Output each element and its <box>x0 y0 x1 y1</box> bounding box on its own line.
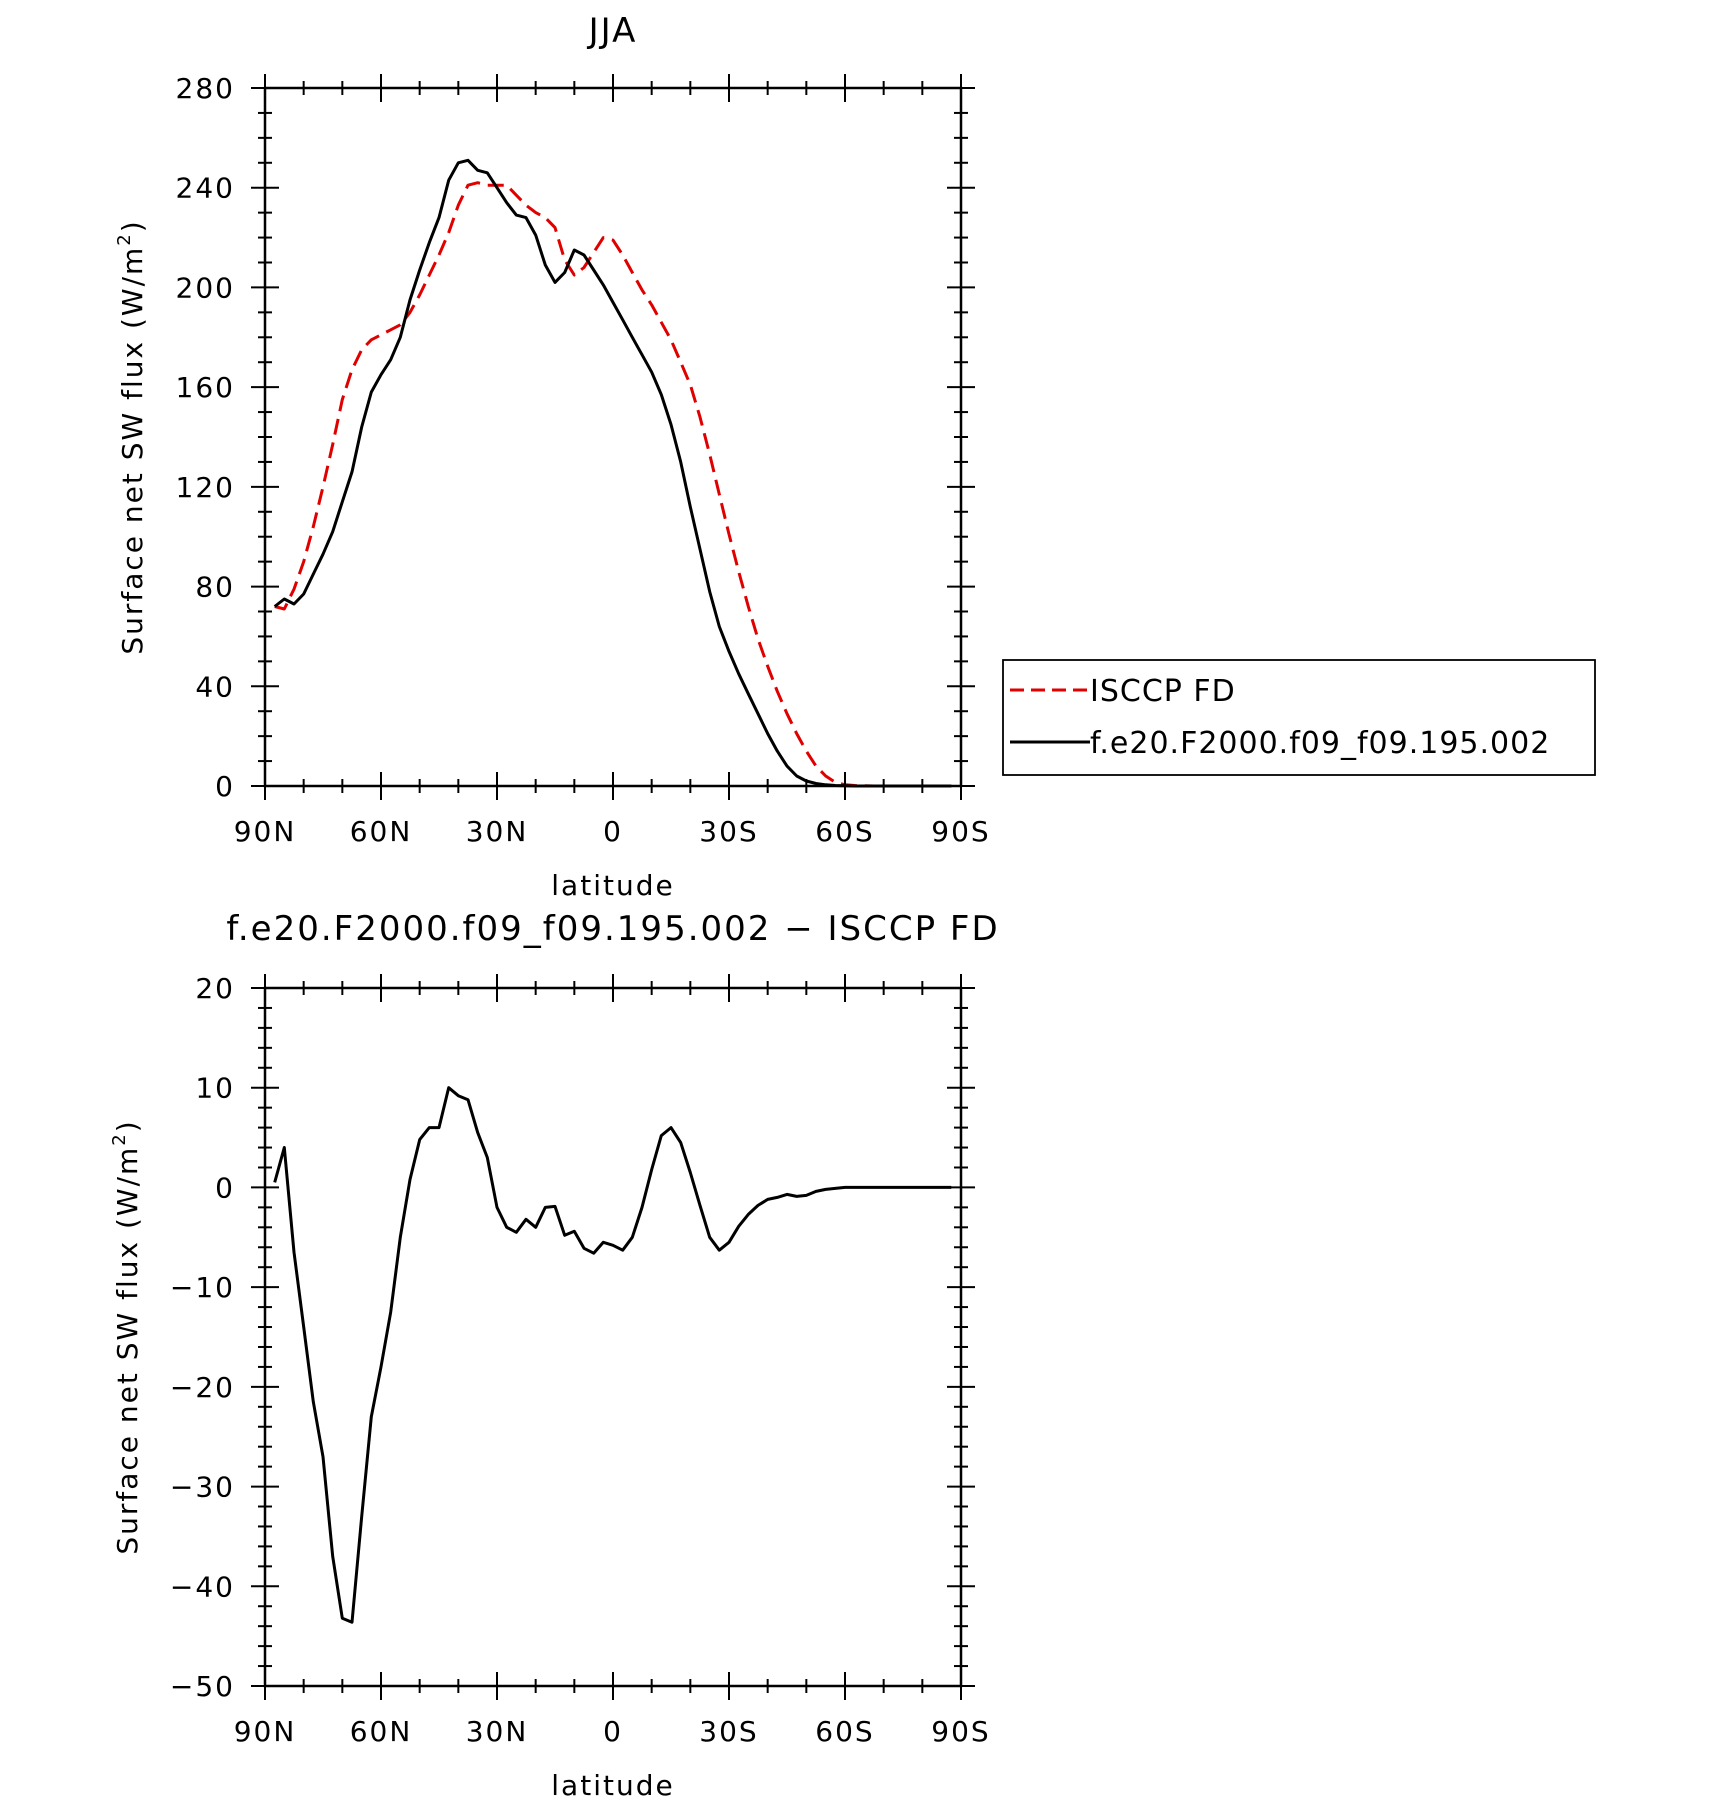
top-x-tick-label: 30S <box>699 815 758 848</box>
top-y-tick-label: 80 <box>195 571 235 604</box>
top-x-tick-label: 60N <box>350 815 413 848</box>
top-plot-frame <box>263 86 963 788</box>
top-x-tick-label: 90N <box>234 815 297 848</box>
bottom-series-0 <box>273 1086 952 1624</box>
top-y-tick-label: 200 <box>176 271 235 304</box>
bottom-x-tick-label: 0 <box>603 1715 623 1748</box>
panel-top: JJA 90N 60N 30N 0 30S 60S 90S 0 40 80 120 160 200 24… <box>114 11 1596 902</box>
bottom-y-tick-label: −30 <box>170 1471 235 1504</box>
bottom-y-tick-label: −10 <box>170 1271 235 1304</box>
top-ticks <box>251 74 975 800</box>
bottom-y-tick-label: −50 <box>170 1670 235 1703</box>
bottom-y-axis-title-end: ) <box>111 1119 144 1132</box>
top-series-0 <box>274 181 952 788</box>
legend-box <box>1002 659 1596 776</box>
bottom-y-axis-title-main: Surface net SW flux (W/m <box>111 1146 144 1555</box>
top-y-axis-title-main: Surface net SW flux (W/m <box>116 246 149 655</box>
bottom-x-tick-labels: 90N 60N 30N 0 30S 60S 90S <box>234 1715 990 1748</box>
bottom-chart-title: f.e20.F2000.f09_f09.195.002 − ISCCP FD <box>226 909 999 949</box>
top-x-tick-label: 30N <box>466 815 529 848</box>
bottom-y-axis-title-sup: 2 <box>109 1132 130 1145</box>
top-y-tick-label: 160 <box>176 371 235 404</box>
legend-label-model: f.e20.F2000.f09_f09.195.002 <box>1090 726 1550 761</box>
bottom-y-tick-labels: −50 −40 −30 −20 −10 0 10 20 <box>170 972 235 1703</box>
bottom-x-tick-label: 30S <box>699 1715 758 1748</box>
bottom-x-tick-label: 30N <box>466 1715 529 1748</box>
bottom-x-axis-title: latitude <box>551 1769 674 1802</box>
top-y-tick-label: 0 <box>215 770 235 803</box>
bottom-series-layer <box>273 1086 952 1624</box>
top-y-axis-title-end: ) <box>116 219 149 232</box>
bottom-ticks <box>251 974 975 1700</box>
bottom-y-tick-label: 0 <box>215 1171 235 1204</box>
legend-label-isccp: ISCCP FD <box>1090 674 1236 709</box>
bottom-y-tick-label: −40 <box>170 1570 235 1603</box>
top-y-tick-labels: 0 40 80 120 160 200 240 280 <box>176 72 235 803</box>
top-y-tick-label: 240 <box>176 172 235 205</box>
top-series-1 <box>273 158 952 788</box>
bottom-plot-frame <box>263 986 963 1688</box>
bottom-y-axis-title: Surface net SW flux (W/m2) <box>109 1119 144 1554</box>
bottom-y-tick-label: 20 <box>195 972 235 1005</box>
bottom-x-tick-label: 60S <box>815 1715 874 1748</box>
top-x-tick-label: 0 <box>603 815 623 848</box>
bottom-x-tick-label: 60N <box>350 1715 413 1748</box>
top-y-axis-title: Surface net SW flux (W/m2) <box>114 219 149 654</box>
top-x-tick-label: 90S <box>931 815 990 848</box>
bottom-y-tick-label: −20 <box>170 1371 235 1404</box>
top-x-tick-labels: 90N 60N 30N 0 30S 60S 90S <box>234 815 990 848</box>
top-y-tick-label: 120 <box>176 471 235 504</box>
top-x-tick-label: 60S <box>815 815 874 848</box>
legend: ISCCP FD f.e20.F2000.f09_f09.195.002 <box>1002 659 1596 776</box>
bottom-x-tick-label: 90S <box>931 1715 990 1748</box>
top-y-tick-label: 280 <box>176 72 235 105</box>
top-chart-title: JJA <box>587 11 638 51</box>
top-y-axis-title-sup: 2 <box>114 232 135 245</box>
top-x-axis-title: latitude <box>551 869 674 902</box>
panel-bottom: f.e20.F2000.f09_f09.195.002 − ISCCP FD 9… <box>109 909 999 1802</box>
top-y-tick-label: 40 <box>195 670 235 703</box>
bottom-x-tick-label: 90N <box>234 1715 297 1748</box>
bottom-y-tick-label: 10 <box>195 1072 235 1105</box>
top-series-layer <box>273 158 952 788</box>
